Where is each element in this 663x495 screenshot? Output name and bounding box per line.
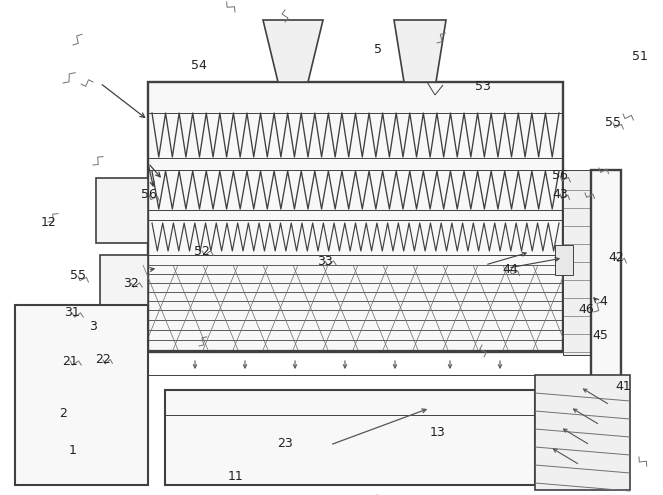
Text: 21: 21 — [62, 355, 78, 368]
Polygon shape — [535, 375, 630, 490]
Text: 55: 55 — [70, 269, 86, 282]
Text: 32: 32 — [123, 277, 139, 290]
Text: 43: 43 — [552, 188, 568, 201]
Text: 23: 23 — [277, 437, 293, 449]
Text: 3: 3 — [89, 320, 97, 333]
Text: 45: 45 — [592, 329, 608, 342]
Text: 51: 51 — [632, 50, 648, 63]
Text: 55: 55 — [605, 116, 621, 129]
Bar — [148, 82, 563, 352]
Text: 56: 56 — [552, 169, 568, 182]
Polygon shape — [394, 20, 446, 82]
Bar — [563, 170, 591, 355]
Text: 4: 4 — [599, 296, 607, 308]
Text: 53: 53 — [475, 80, 491, 93]
Text: 22: 22 — [95, 353, 111, 366]
Text: 44: 44 — [503, 263, 518, 276]
Text: 52: 52 — [194, 245, 210, 258]
Text: 13: 13 — [430, 426, 446, 439]
Text: 56: 56 — [141, 188, 157, 201]
Text: 12: 12 — [40, 216, 56, 229]
Bar — [15, 305, 148, 485]
Text: 1: 1 — [69, 444, 77, 457]
Bar — [165, 390, 535, 485]
Text: 46: 46 — [578, 303, 594, 316]
Text: 54: 54 — [191, 59, 207, 72]
Text: 42: 42 — [609, 251, 625, 264]
Bar — [96, 178, 148, 243]
Text: 11: 11 — [227, 470, 243, 483]
Text: 41: 41 — [615, 380, 631, 393]
Bar — [555, 245, 573, 275]
Text: 31: 31 — [64, 306, 80, 319]
Polygon shape — [263, 20, 323, 82]
Text: 2: 2 — [59, 407, 67, 420]
Bar — [591, 170, 621, 435]
Text: 5: 5 — [374, 43, 382, 56]
Bar — [100, 255, 148, 307]
Text: 33: 33 — [317, 255, 333, 268]
